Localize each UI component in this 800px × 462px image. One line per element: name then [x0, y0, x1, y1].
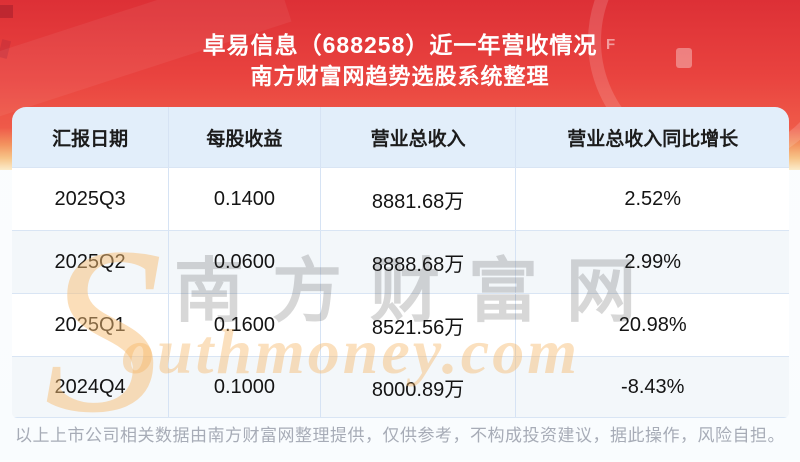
cell-total-revenue: 8000.89万 — [319, 357, 516, 417]
revenue-table: 汇报日期 每股收益 营业总收入 营业总收入同比增长 2025Q3 0.1400 … — [12, 107, 789, 418]
table-row: 2024Q4 0.1000 8000.89万 -8.43% — [12, 356, 789, 418]
cell-report-date: 2025Q2 — [54, 250, 126, 273]
column-header-eps: 每股收益 — [168, 107, 320, 167]
cell-yoy-growth: -8.43% — [515, 357, 789, 417]
table-row: 2025Q1 0.1600 8521.56万 20.98% — [12, 293, 789, 356]
cell-eps: 0.1600 — [168, 294, 320, 356]
table-row: 2025Q3 0.1400 8881.68万 2.52% — [12, 167, 789, 230]
cell-total-revenue: 8888.68万 — [319, 231, 516, 293]
cell-report-date: 2025Q3 — [54, 187, 126, 210]
cell-eps: 0.1000 — [168, 357, 320, 417]
gauge-f-label: F — [606, 36, 616, 53]
cell-report-date: 2025Q1 — [54, 313, 126, 336]
cell-eps: 0.1400 — [168, 168, 320, 230]
cell-yoy-growth: 2.99% — [515, 231, 789, 293]
cell-yoy-growth: 20.98% — [515, 294, 789, 356]
hero-texture-chip — [0, 5, 13, 18]
column-header-total-revenue: 营业总收入 — [319, 107, 516, 167]
table-row: 2025Q2 0.0600 8888.68万 2.99% — [12, 230, 789, 293]
cell-total-revenue: 8881.68万 — [319, 168, 516, 230]
page-title: 卓易信息（688258）近一年营收情况 — [202, 32, 598, 58]
cell-yoy-growth: 2.52% — [515, 168, 789, 230]
page-subtitle: 南方财富网趋势选股系统整理 — [250, 64, 550, 89]
cell-total-revenue: 8521.56万 — [319, 294, 516, 356]
fuel-pump-icon — [676, 48, 692, 68]
disclaimer-text: 以上上市公司相关数据由南方财富网整理提供，仅供参考，不构成投资建议，据此操作，风… — [15, 426, 785, 445]
column-header-report-date: 汇报日期 — [52, 128, 129, 150]
cell-eps: 0.0600 — [168, 231, 320, 293]
table-header-row: 汇报日期 每股收益 营业总收入 营业总收入同比增长 — [12, 107, 789, 167]
cell-report-date: 2024Q4 — [54, 375, 126, 398]
column-header-yoy-growth: 营业总收入同比增长 — [515, 107, 789, 167]
